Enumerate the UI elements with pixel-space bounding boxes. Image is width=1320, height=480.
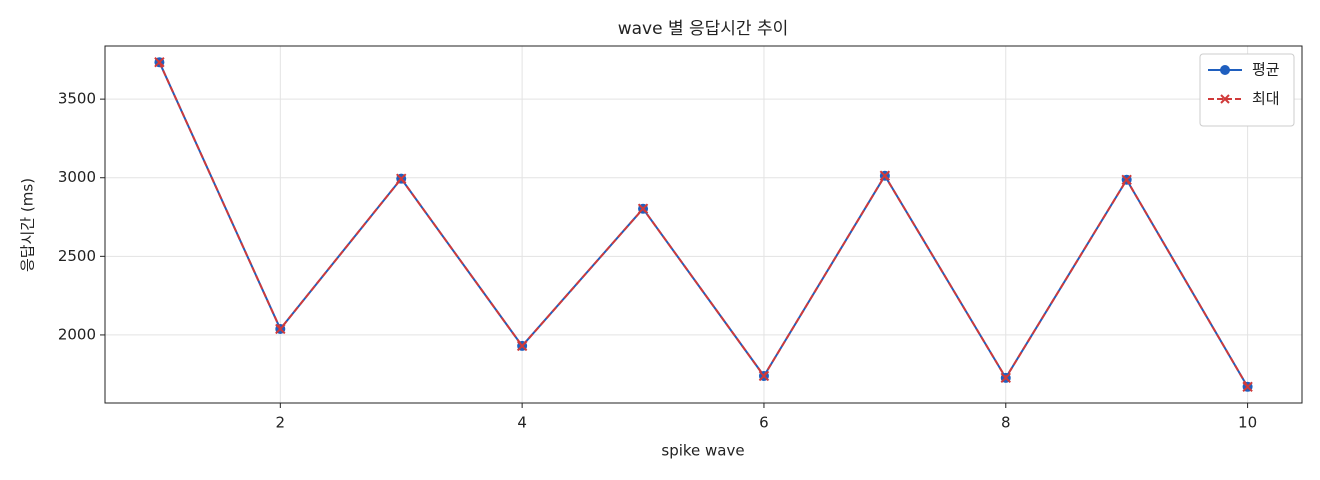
legend-label: 최대	[1252, 90, 1280, 108]
x-tick-label: 10	[1238, 414, 1257, 432]
point	[1000, 372, 1011, 384]
legend-label: 평균	[1252, 61, 1280, 79]
series-line	[158, 61, 1249, 388]
y-tick-label: 3500	[58, 90, 96, 108]
legend-box	[1199, 53, 1295, 127]
y-axis-label: 응답시간 (ms)	[19, 178, 37, 272]
y-tick-label: 2500	[58, 247, 96, 265]
y-tick-label: 3000	[58, 168, 96, 186]
point	[275, 323, 286, 335]
point	[516, 340, 528, 352]
point	[758, 370, 770, 382]
point	[154, 56, 165, 68]
x-tick-label: 2	[276, 414, 286, 432]
legend-marker	[1220, 65, 1230, 75]
chart-title: wave 별 응답시간 추이	[618, 19, 789, 39]
point	[1242, 381, 1253, 393]
y-tick-label: 2000	[58, 325, 96, 343]
x-tick-label: 4	[517, 414, 527, 432]
point	[879, 170, 891, 181]
x-tick-label: 6	[759, 414, 769, 432]
legend-marker	[1220, 94, 1230, 104]
point	[396, 173, 407, 184]
plot-frame	[104, 45, 1303, 404]
point	[1121, 174, 1132, 185]
x-tick-label: 8	[1001, 414, 1011, 432]
point	[637, 203, 649, 214]
x-axis-label: spike wave	[661, 442, 744, 460]
series-line	[158, 61, 1249, 388]
